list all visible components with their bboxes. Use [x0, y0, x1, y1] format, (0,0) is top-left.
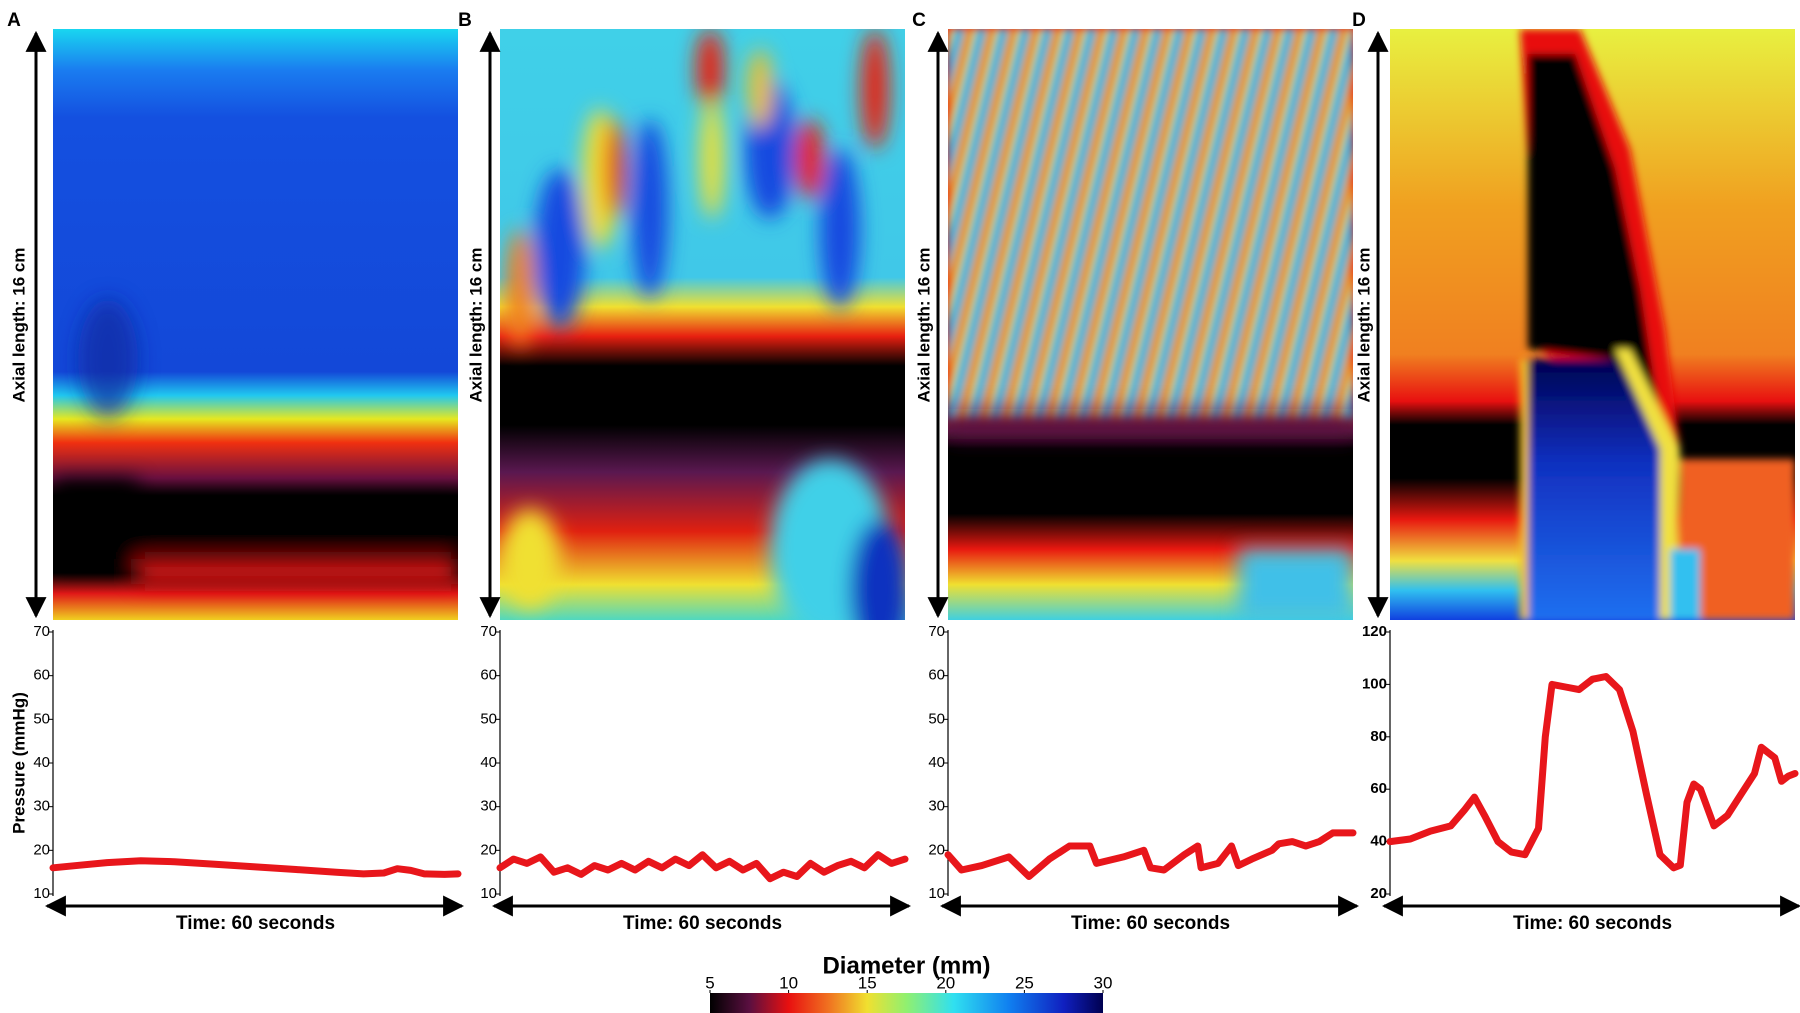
y-tick-label: 60 — [33, 667, 50, 684]
y-tick-label: 30 — [480, 798, 497, 815]
colorbar-tick-label: 5 — [705, 973, 714, 992]
y-tick-label: 60 — [928, 667, 945, 684]
y-axis-label: Pressure (mmHg) — [9, 692, 28, 834]
y-tick-label: 10 — [480, 885, 497, 902]
panel-label: A — [7, 10, 21, 31]
panel-label: B — [458, 10, 472, 31]
y-tick-label: 80 — [1370, 728, 1387, 745]
y-tick-label: 60 — [480, 667, 497, 684]
axial-label: Axial length: 16 cm — [466, 248, 485, 403]
colorbar — [710, 993, 1103, 1013]
pressure-line — [496, 851, 909, 883]
heatmap — [1390, 29, 1795, 620]
y-tick-label: 100 — [1362, 675, 1387, 692]
y-tick-label: 60 — [1370, 780, 1387, 797]
x-axis-label: Time: 60 seconds — [1071, 913, 1230, 934]
axial-label: Axial length: 16 cm — [1354, 248, 1373, 403]
pressure-line — [1386, 673, 1799, 872]
colorbar-title: Diameter (mm) — [822, 952, 990, 979]
y-tick-label: 20 — [1370, 885, 1387, 902]
y-tick-label: 30 — [33, 798, 50, 815]
x-axis-label: Time: 60 seconds — [1513, 913, 1672, 934]
y-tick-label: 120 — [1362, 623, 1387, 640]
y-tick-label: 30 — [928, 798, 945, 815]
panel-label: C — [912, 10, 926, 31]
y-tick-label: 10 — [928, 885, 945, 902]
y-tick-label: 40 — [480, 754, 497, 771]
pressure-line — [49, 857, 462, 878]
heatmap — [948, 29, 1353, 620]
x-axis-label: Time: 60 seconds — [623, 913, 782, 934]
y-tick-label: 40 — [1370, 833, 1387, 850]
y-tick-label: 50 — [33, 710, 50, 727]
y-tick-label: 40 — [33, 754, 50, 771]
axial-label: Axial length: 16 cm — [914, 248, 933, 403]
y-tick-label: 10 — [33, 885, 50, 902]
y-tick-label: 70 — [33, 623, 50, 640]
y-tick-label: 20 — [33, 841, 50, 858]
y-tick-label: 70 — [480, 623, 497, 640]
y-tick-label: 50 — [480, 710, 497, 727]
colorbar-tick-label: 25 — [1015, 973, 1034, 992]
y-tick-label: 70 — [928, 623, 945, 640]
x-axis-label: Time: 60 seconds — [176, 913, 335, 934]
axial-label: Axial length: 16 cm — [9, 248, 28, 403]
y-tick-label: 20 — [928, 841, 945, 858]
colorbar-tick-label: 30 — [1094, 973, 1113, 992]
y-tick-label: 50 — [928, 710, 945, 727]
pressure-line — [944, 829, 1357, 880]
y-tick-label: 20 — [480, 841, 497, 858]
colorbar-tick-label: 10 — [779, 973, 798, 992]
colorbar-tick-label: 20 — [936, 973, 955, 992]
panel-label: D — [1352, 10, 1366, 31]
colorbar-tick-label: 15 — [858, 973, 877, 992]
heatmap — [53, 29, 458, 620]
heatmap — [500, 29, 905, 620]
y-tick-label: 40 — [928, 754, 945, 771]
